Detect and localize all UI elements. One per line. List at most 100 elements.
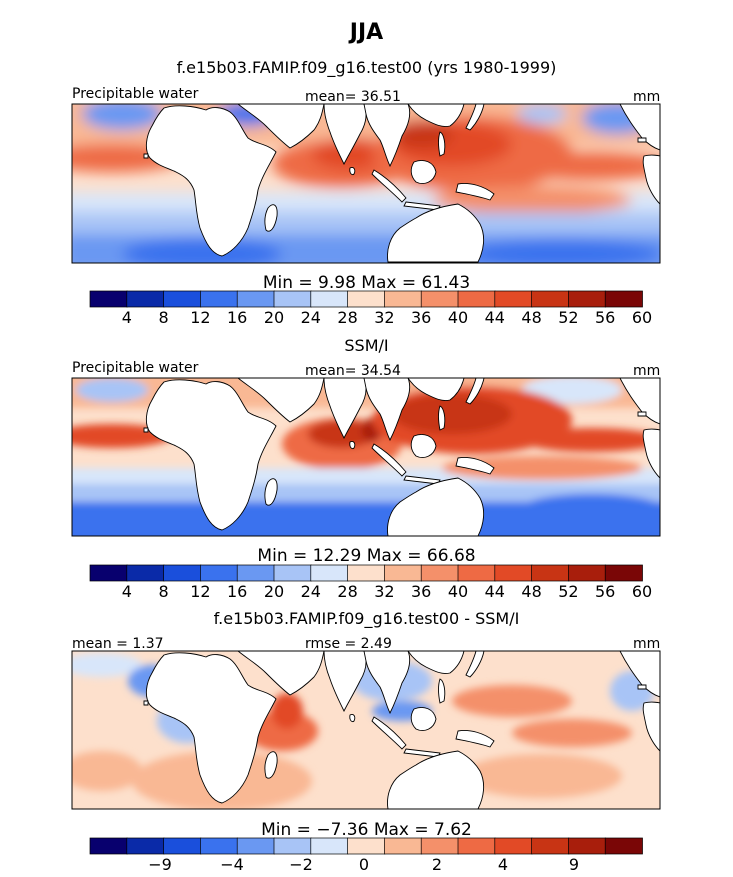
colorbar-swatch xyxy=(457,290,496,308)
colorbar-swatch xyxy=(568,290,607,308)
colorbar-swatch xyxy=(384,564,423,582)
colorbar-tick-label: 44 xyxy=(484,582,505,601)
colorbar-swatch xyxy=(457,837,496,855)
colorbar-swatch xyxy=(310,290,349,308)
colorbar-tick-label: 32 xyxy=(374,308,395,327)
colorbar-swatch xyxy=(568,837,607,855)
colorbar-swatch xyxy=(163,290,202,308)
colorbar-swatch xyxy=(310,837,349,855)
colorbar-swatch xyxy=(273,564,312,582)
colorbar-swatch xyxy=(604,837,643,855)
colorbar-swatch xyxy=(236,290,275,308)
panel-obs-units-label: mm xyxy=(633,363,661,379)
colorbar-swatch xyxy=(89,564,128,582)
colorbar-swatch xyxy=(420,837,459,855)
colorbar-tick-label: 32 xyxy=(374,582,395,601)
colorbar-tick-label: 16 xyxy=(227,582,248,601)
colorbar-tick-label: 8 xyxy=(158,308,169,327)
colorbar-tick-label: 24 xyxy=(300,582,321,601)
colorbar-swatch xyxy=(494,837,533,855)
colorbar-swatch xyxy=(531,837,570,855)
colorbar-swatch xyxy=(236,564,275,582)
colorbar-swatch xyxy=(273,290,312,308)
colorbar-tick-label: 4 xyxy=(497,855,509,874)
colorbar-swatch xyxy=(89,837,128,855)
panel-model-colorbar xyxy=(89,290,643,308)
colorbar-tick-label: −4 xyxy=(220,855,244,874)
colorbar-tick-label: −2 xyxy=(289,855,313,874)
colorbar-swatch xyxy=(126,837,165,855)
colorbar-swatch xyxy=(604,290,643,308)
colorbar-tick-label: −9 xyxy=(148,855,172,874)
colorbar-tick-label: 12 xyxy=(190,308,211,327)
panel-obs-map xyxy=(72,378,660,536)
colorbar-tick-label: 24 xyxy=(300,308,321,327)
panel-diff-map xyxy=(72,651,660,809)
colorbar-tick-label: 60 xyxy=(631,308,653,327)
colorbar-tick-label: 36 xyxy=(411,308,432,327)
colorbar-swatch xyxy=(347,564,386,582)
panel-model-mean-label: mean= 36.51 xyxy=(305,89,401,105)
colorbar-swatch xyxy=(89,290,128,308)
colorbar-swatch xyxy=(420,564,459,582)
panel-model-units-label: mm xyxy=(633,89,661,105)
colorbar-swatch xyxy=(200,837,239,855)
panel-model-map xyxy=(72,104,660,263)
panel-diff-units-label: mm xyxy=(633,636,661,652)
colorbar-tick-label: 20 xyxy=(263,582,285,601)
colorbar-swatch xyxy=(347,837,386,855)
colorbar-tick-label: 36 xyxy=(411,582,432,601)
colorbar-tick-label: 0 xyxy=(358,855,370,874)
colorbar-swatch xyxy=(604,564,643,582)
colorbar-swatch xyxy=(531,290,570,308)
colorbar-swatch xyxy=(163,564,202,582)
colorbar-tick-label: 40 xyxy=(447,308,469,327)
colorbar-swatch xyxy=(531,564,570,582)
panel-diff-mean-label: mean = 1.37 xyxy=(72,636,164,652)
panel-obs-minmax: Min = 12.29 Max = 66.68 xyxy=(257,546,476,566)
panel-model-title: f.e15b03.FAMIP.f09_g16.test00 (yrs 1980-… xyxy=(176,58,557,77)
colorbar-tick-label: 20 xyxy=(263,308,285,327)
colorbar-tick-label: 28 xyxy=(337,582,358,601)
panel-obs-variable-label: Precipitable water xyxy=(72,360,199,376)
colorbar-swatch xyxy=(200,564,239,582)
panel-model-minmax: Min = 9.98 Max = 61.43 xyxy=(262,273,471,293)
colorbar-tick-label: 4 xyxy=(121,308,132,327)
panel-model-frame xyxy=(71,103,661,264)
colorbar-tick-label: 44 xyxy=(484,308,505,327)
colorbar-swatch xyxy=(310,564,349,582)
panel-diff-rmse-label: rmse = 2.49 xyxy=(305,636,392,652)
panel-diff-minmax: Min = −7.36 Max = 7.62 xyxy=(261,820,472,840)
colorbar-swatch xyxy=(163,837,202,855)
colorbar-swatch xyxy=(236,837,275,855)
panel-model-variable-label: Precipitable water xyxy=(72,86,199,102)
colorbar-tick-label: 12 xyxy=(190,582,211,601)
colorbar-tick-label: 48 xyxy=(521,582,542,601)
colorbar-swatch xyxy=(568,564,607,582)
colorbar-swatch xyxy=(494,564,533,582)
colorbar-tick-label: 28 xyxy=(337,308,358,327)
colorbar-swatch xyxy=(347,290,386,308)
colorbar-tick-label: 16 xyxy=(227,308,248,327)
colorbar-tick-label: 48 xyxy=(521,308,542,327)
colorbar-tick-label: 60 xyxy=(631,582,653,601)
colorbar-tick-label: 52 xyxy=(558,308,579,327)
colorbar-swatch xyxy=(384,837,423,855)
panel-obs-frame xyxy=(71,377,661,537)
colorbar-swatch xyxy=(126,564,165,582)
colorbar-swatch xyxy=(126,290,165,308)
panel-obs-mean-label: mean= 34.54 xyxy=(305,363,401,379)
colorbar-tick-label: 56 xyxy=(595,582,616,601)
colorbar-tick-label: 40 xyxy=(447,582,469,601)
colorbar-swatch xyxy=(200,290,239,308)
colorbar-swatch xyxy=(273,837,312,855)
colorbar-tick-label: 9 xyxy=(568,855,580,874)
panel-diff-title: f.e15b03.FAMIP.f09_g16.test00 - SSM/I xyxy=(213,609,520,628)
colorbar-tick-label: 2 xyxy=(431,855,443,874)
panel-obs-title: SSM/I xyxy=(344,336,389,355)
colorbar-swatch xyxy=(420,290,459,308)
colorbar-tick-label: 8 xyxy=(158,582,169,601)
colorbar-swatch xyxy=(457,564,496,582)
panel-diff-colorbar xyxy=(89,837,643,855)
